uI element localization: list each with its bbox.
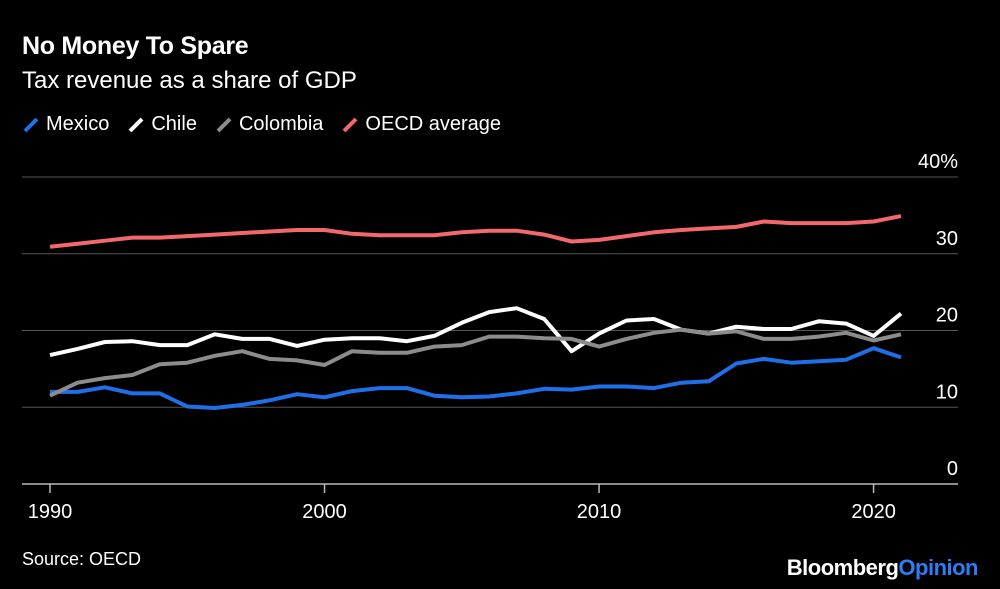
- y-tick-label: 40%: [918, 151, 958, 173]
- legend-swatch-oecd: [343, 117, 358, 132]
- x-tick-label: 2000: [302, 501, 347, 523]
- source-note: Source: OECD: [22, 549, 142, 569]
- chart-subtitle: Tax revenue as a share of GDP: [22, 67, 357, 94]
- x-tick-label: 2020: [851, 501, 896, 523]
- series-line-oecd: [49, 214, 902, 249]
- x-tick-label: 1990: [28, 501, 73, 523]
- legend-label-chile: Chile: [151, 113, 197, 135]
- legend-label-oecd: OECD average: [365, 113, 502, 135]
- legend-swatch-mexico: [23, 117, 39, 132]
- x-tick-label: 2010: [577, 501, 622, 523]
- series-line-mexico: [50, 346, 902, 410]
- legend-item-colombia: Colombia: [215, 113, 323, 136]
- legend-label-mexico: Mexico: [46, 113, 110, 135]
- y-tick-label: 10: [936, 381, 958, 403]
- legend-label-colombia: Colombia: [238, 113, 324, 135]
- y-tick-label: 20: [936, 305, 958, 327]
- legend: Mexico Chile Colombia OECD average: [22, 113, 519, 136]
- legend-item-chile: Chile: [127, 113, 197, 136]
- series-line-colombia: [49, 327, 902, 398]
- brand-opinion: Opinion: [898, 555, 978, 580]
- series-line-chile: [49, 306, 903, 358]
- brand-bloomberg: Bloomberg: [786, 555, 899, 580]
- legend-swatch-colombia: [216, 117, 232, 132]
- legend-swatch-chile: [128, 117, 144, 132]
- legend-item-mexico: Mexico: [22, 113, 109, 136]
- y-tick-label: 0: [947, 458, 958, 480]
- y-tick-label: 30: [936, 228, 958, 250]
- chart-title: No Money To Spare: [22, 32, 249, 60]
- bloomberg-opinion-logo: BloombergOpinion: [786, 555, 979, 581]
- legend-item-oecd: OECD average: [341, 113, 501, 136]
